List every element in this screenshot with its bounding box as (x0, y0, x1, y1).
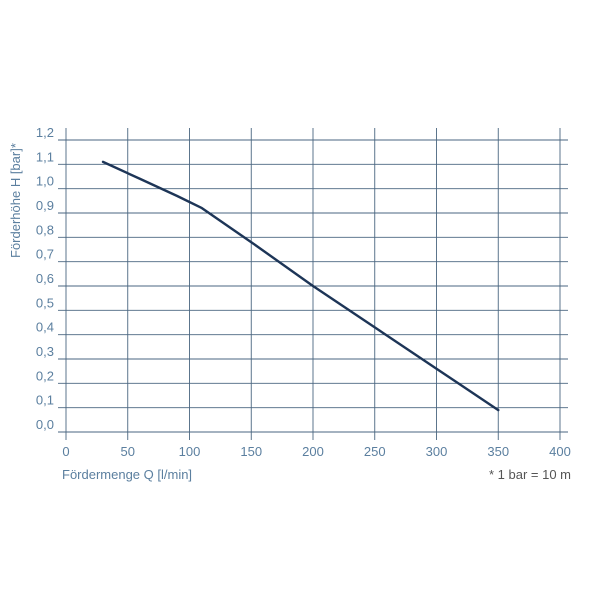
series-line-0 (101, 160, 500, 412)
y-tick-label: 1,0 (36, 174, 54, 189)
x-tick-labels: 0 50 100 150 200 250 300 350 400 (62, 444, 570, 459)
x-tick-label: 150 (240, 444, 262, 459)
y-tick-label: 0,1 (36, 393, 54, 408)
x-tick-label: 250 (364, 444, 386, 459)
grid (58, 128, 568, 440)
y-tick-label: 0,3 (36, 344, 54, 359)
y-tick-label: 0,9 (36, 198, 54, 213)
y-tick-label: 0,0 (36, 417, 54, 432)
y-tick-label: 1,2 (36, 125, 54, 140)
y-tick-label: 0,6 (36, 271, 54, 286)
x-tick-label: 0 (62, 444, 69, 459)
x-tick-label: 200 (302, 444, 324, 459)
x-tick-label: 350 (487, 444, 509, 459)
y-tick-label: 0,5 (36, 295, 54, 310)
y-axis-label: Förderhöhe H [bar]* (8, 143, 23, 258)
y-tick-label: 0,2 (36, 368, 54, 383)
y-tick-label: 0,4 (36, 320, 54, 335)
y-tick-label: 1,1 (36, 149, 54, 164)
x-tick-label: 50 (121, 444, 135, 459)
y-tick-labels: 0,0 0,1 0,2 0,3 0,4 0,5 0,6 0,7 0,8 0,9 1,0 1,1 1,2 (36, 125, 54, 432)
x-tick-label: 100 (179, 444, 201, 459)
series-layer (101, 160, 500, 412)
x-tick-label: 300 (426, 444, 448, 459)
footnote: * 1 bar = 10 m (489, 467, 571, 482)
y-tick-label: 0,8 (36, 222, 54, 237)
y-tick-label: 0,7 (36, 247, 54, 262)
x-tick-label: 400 (549, 444, 571, 459)
x-axis-label: Fördermenge Q [l/min] (62, 467, 192, 482)
